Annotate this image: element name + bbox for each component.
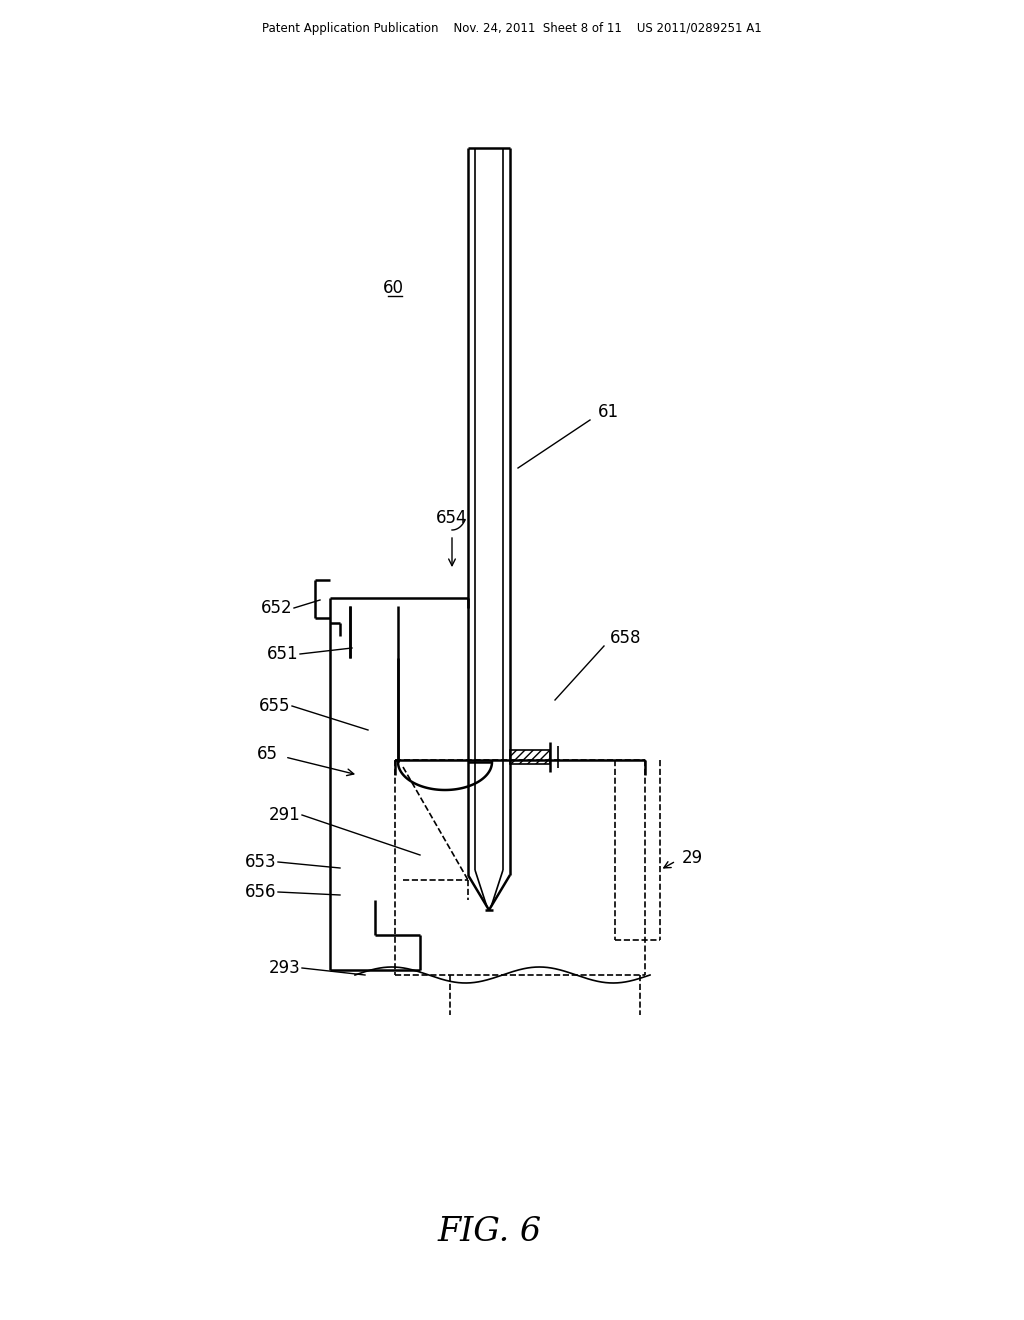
- Text: 65: 65: [257, 744, 278, 763]
- Text: 654: 654: [436, 510, 468, 527]
- Text: 60: 60: [383, 279, 403, 297]
- Bar: [510, 750, 550, 764]
- Text: 291: 291: [268, 807, 300, 824]
- Text: 652: 652: [260, 599, 292, 616]
- Text: 653: 653: [245, 853, 276, 871]
- Text: 29: 29: [682, 849, 703, 867]
- Text: Patent Application Publication    Nov. 24, 2011  Sheet 8 of 11    US 2011/028925: Patent Application Publication Nov. 24, …: [262, 22, 762, 36]
- Text: 655: 655: [258, 697, 290, 715]
- Text: 658: 658: [610, 630, 641, 647]
- Text: 293: 293: [268, 960, 300, 977]
- Text: 656: 656: [245, 883, 276, 902]
- Text: 651: 651: [266, 645, 298, 663]
- Text: FIG. 6: FIG. 6: [438, 1216, 542, 1247]
- Text: 61: 61: [598, 403, 620, 421]
